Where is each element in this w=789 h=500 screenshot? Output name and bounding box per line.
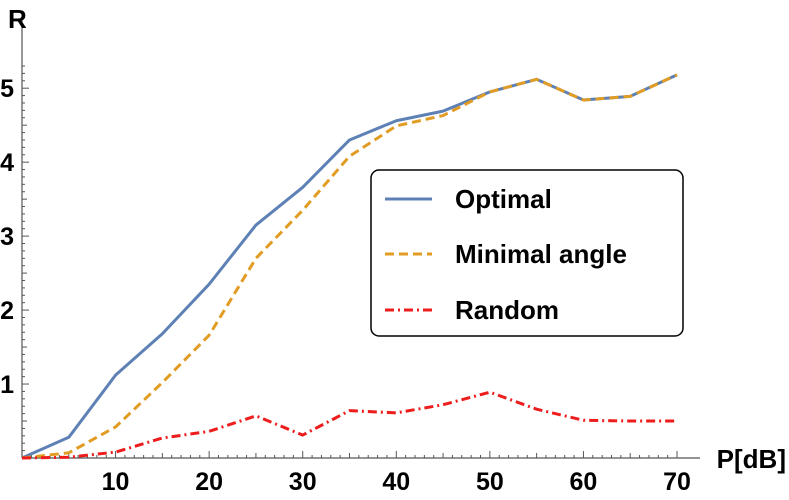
x-tick-label: 30 xyxy=(289,468,317,496)
series-line-random xyxy=(21,390,677,460)
x-tick-label: 20 xyxy=(195,468,223,496)
axes: 10 20 30 40 50 60 70 1 2 3 4 5 R P[dB] xyxy=(0,4,786,496)
legend-label-optimal: Optimal xyxy=(455,184,552,214)
legend-label-random: Random xyxy=(455,295,559,325)
y-tick-label: 1 xyxy=(0,371,14,399)
legend-box xyxy=(370,169,684,337)
y-tick-label: 5 xyxy=(0,75,14,103)
x-tick-label: 40 xyxy=(382,468,410,496)
x-tick-label: 60 xyxy=(570,468,598,496)
x-axis-title: P[dB] xyxy=(717,444,786,474)
legend-label-minimal-angle: Minimal angle xyxy=(455,239,627,269)
y-axis-title: R xyxy=(8,4,27,34)
x-tick-label: 50 xyxy=(476,468,504,496)
y-tick-label: 3 xyxy=(0,223,14,251)
series-lines xyxy=(21,73,678,460)
y-tick-label: 4 xyxy=(0,149,14,177)
x-tick-label: 70 xyxy=(663,468,691,496)
legend: Optimal Minimal angle Random xyxy=(370,169,684,337)
x-tick-label: 10 xyxy=(102,468,130,496)
y-tick-label: 2 xyxy=(0,297,14,325)
series-line-optimal xyxy=(21,73,678,460)
